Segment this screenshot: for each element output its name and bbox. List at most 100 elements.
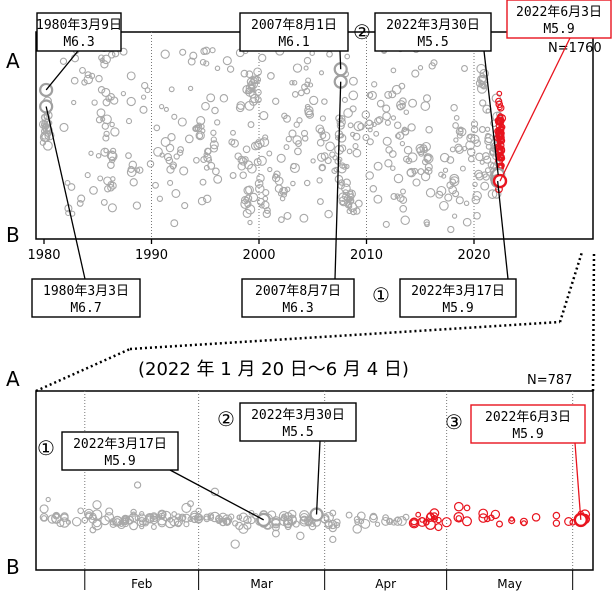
top-point-gray [452, 122, 459, 129]
bottom-point-gray [354, 518, 361, 525]
top-point-gray [292, 135, 302, 145]
top-point-gray [110, 127, 120, 137]
bottom-point-gray [247, 516, 256, 525]
top-callout-2007-0807-box [241, 278, 355, 318]
top-point-gray [120, 90, 127, 97]
top-point-gray [352, 132, 361, 141]
top-point-gray [288, 129, 297, 138]
top-point-gray [303, 87, 311, 95]
top-point-gray [324, 157, 332, 165]
top-point-gray [338, 196, 349, 207]
top-point-gray [64, 179, 71, 186]
top-point-gray [349, 105, 357, 113]
top-point-gray [470, 134, 480, 144]
top-point-gray [129, 178, 138, 187]
bottom-callout-2022-0603-box [470, 404, 586, 444]
bottom-point-gray [144, 513, 155, 524]
top-point-red [496, 145, 506, 154]
bottom-point-gray [45, 496, 51, 503]
top-point-gray [212, 167, 220, 176]
top-point-gray [173, 153, 180, 160]
top-point-gray [375, 116, 384, 124]
top-point-gray [168, 86, 175, 93]
top-point-gray [255, 89, 262, 96]
top-point-gray [262, 134, 269, 141]
top-point-gray [256, 173, 265, 183]
top-callout-2022-0603-box [506, 0, 612, 39]
top-point-gray [406, 167, 417, 178]
top-point-gray [329, 151, 336, 158]
top-point-gray [177, 146, 185, 154]
bottom-callout-2022-0603: 2022年6月3日 M5.9 [470, 404, 586, 520]
top-point-gray [371, 81, 378, 88]
top-point-gray [242, 208, 252, 218]
bottom-point-gray [155, 514, 161, 520]
bottom-marker-1: ① [37, 436, 55, 460]
top-point-gray [334, 174, 344, 184]
top-callout-2022-0330-box [374, 12, 492, 52]
top-point-gray [304, 105, 314, 116]
top-point-gray [171, 189, 181, 198]
top-point-gray [350, 131, 356, 138]
top-point-gray [209, 144, 219, 153]
bottom-point-gray [92, 500, 102, 510]
top-point-gray [101, 122, 109, 130]
bottom-point-gray [174, 513, 182, 521]
top-point-gray [331, 167, 338, 174]
top-point-gray [294, 147, 302, 156]
bottom-point-gray [381, 516, 391, 526]
top-point-gray [192, 125, 199, 132]
bottom-point-gray [195, 507, 202, 515]
top-point-gray [258, 53, 267, 63]
top-point-gray [353, 121, 364, 132]
top-point-gray [382, 220, 390, 228]
top-point-gray [235, 103, 245, 113]
top-point-gray [244, 194, 253, 203]
top-point-gray [401, 126, 408, 132]
top-point-gray [292, 63, 303, 73]
top-point-gray [280, 186, 288, 195]
top-point-gray [285, 135, 292, 143]
top-callout-2007-0801-date: 2007年8月1日 [251, 18, 337, 33]
top-point-gray [262, 209, 271, 219]
top-count-label: N=1760 [548, 41, 602, 56]
bottom-point-red [552, 511, 561, 520]
top-point-gray [41, 133, 51, 143]
top-point-gray [255, 184, 265, 194]
top-point-gray [158, 103, 165, 110]
top-point-gray [316, 198, 324, 206]
bottom-callout-2022-0317-date: 2022年3月17日 [73, 437, 167, 452]
bottom-point-gray [77, 507, 85, 515]
top-callout-1980-0303-date: 1980年3月3日 [43, 284, 129, 299]
bottom-axis-a-label: A [6, 367, 20, 391]
top-point-gray [100, 116, 106, 122]
top-point-gray [478, 126, 486, 133]
top-point-gray [199, 58, 207, 66]
top-point-gray [179, 166, 189, 176]
bottom-callout-2022-0603-date: 2022年6月3日 [485, 410, 571, 425]
top-point-red [495, 97, 503, 105]
top-point-gray [353, 207, 361, 215]
top-point-gray [107, 203, 117, 213]
top-point-gray [77, 194, 86, 203]
top-point-gray [91, 99, 98, 106]
top-point-gray [459, 165, 466, 172]
top-point-gray [95, 153, 102, 159]
top-point-gray [424, 167, 433, 175]
bottom-callout-2022-0330-box [239, 402, 357, 442]
top-point-gray [342, 178, 351, 188]
bottom-marker-2: ② [217, 407, 235, 431]
top-callout-2022-0603-date: 2022年6月3日 [516, 5, 602, 20]
bottom-point-red [552, 519, 561, 527]
top-point-gray [457, 127, 467, 137]
top-point-gray [467, 155, 475, 163]
top-point-gray [226, 65, 235, 73]
bottom-point-gray [219, 519, 227, 527]
bottom-point-gray [139, 511, 145, 517]
top-point-gray [339, 199, 346, 206]
top-point-gray [70, 76, 79, 85]
top-point-gray [346, 148, 353, 155]
top-point-gray [324, 209, 333, 219]
top-point-gray [319, 115, 326, 122]
bottom-point-red [425, 512, 435, 523]
